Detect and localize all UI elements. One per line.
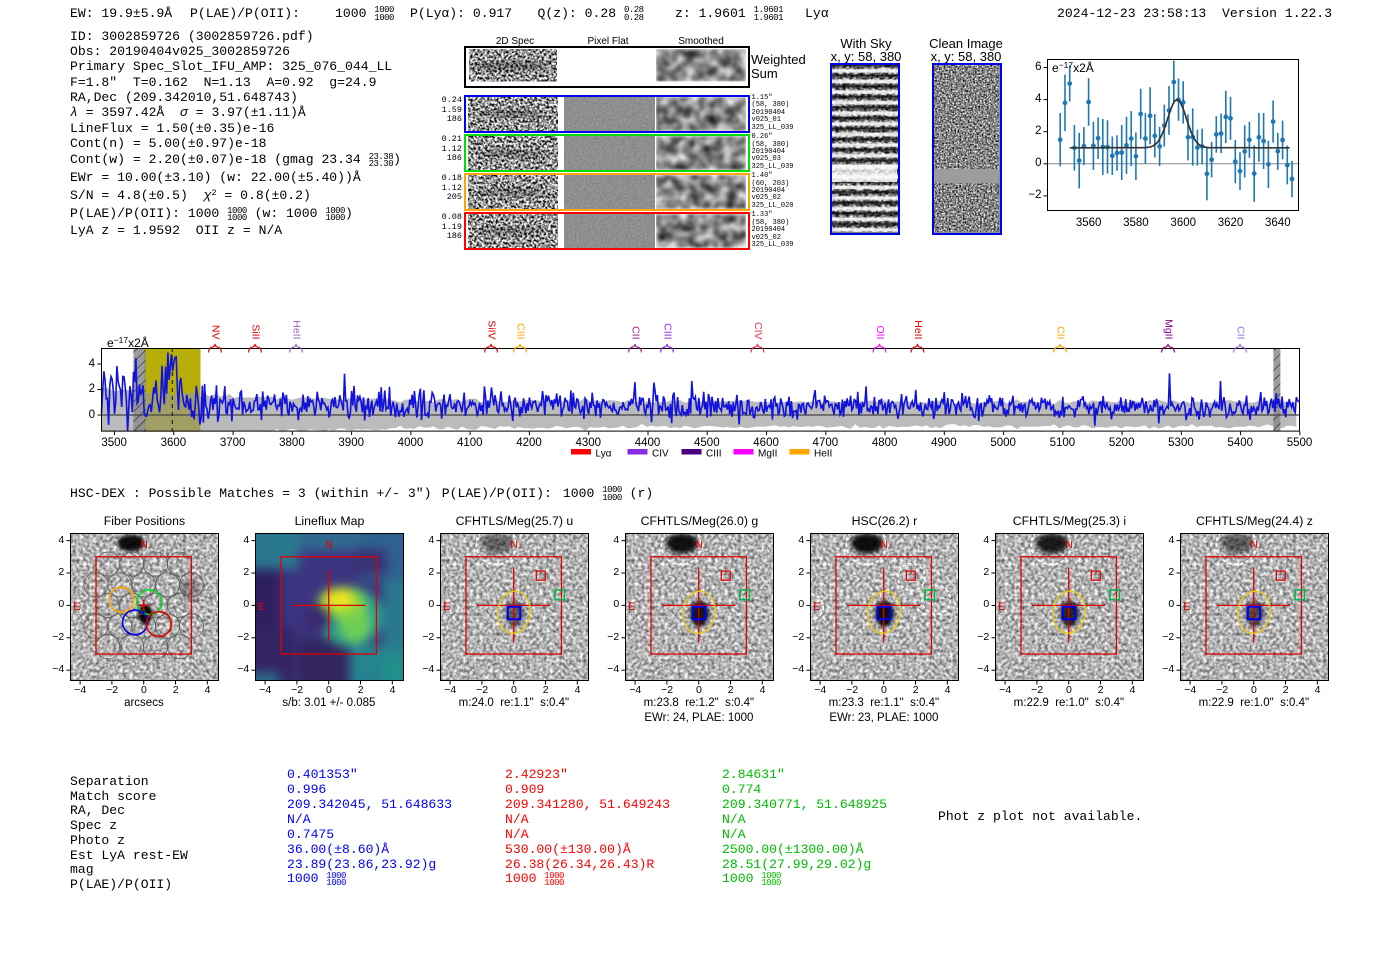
svg-text:E: E [1183,601,1190,613]
svg-text:E: E [258,601,265,613]
svg-text:SiII: SiII [250,324,262,339]
svg-text:N: N [1065,539,1073,551]
svg-text:N: N [695,539,703,551]
svg-text:SiIV: SiIV [486,320,498,339]
svg-text:E: E [73,601,80,613]
svg-text:N: N [140,539,148,551]
svg-text:E: E [998,601,1005,613]
svg-text:CII: CII [630,326,642,339]
svg-text:N: N [1250,539,1258,551]
svg-text:Lyα: Lyα [596,449,612,460]
svg-text:N: N [325,539,333,551]
svg-text:E: E [628,601,635,613]
svg-text:CIII: CIII [706,449,722,460]
svg-text:CII: CII [1055,326,1067,339]
svg-text:MgII: MgII [1163,319,1175,339]
svg-text:CIV: CIV [752,322,764,340]
svg-text:CIII: CIII [515,323,527,339]
svg-text:CIII: CIII [662,323,674,339]
svg-text:N: N [510,539,518,551]
svg-text:OII: OII [874,325,886,339]
svg-text:NV: NV [210,325,222,340]
svg-text:HeII: HeII [912,320,924,339]
svg-text:CII: CII [1235,326,1247,339]
svg-text:CIV: CIV [652,449,669,460]
svg-text:E: E [813,601,820,613]
svg-text:HeII: HeII [291,320,303,339]
svg-text:E: E [443,601,450,613]
svg-text:MgII: MgII [758,449,777,460]
svg-text:HeII: HeII [814,449,832,460]
svg-text:N: N [880,539,888,551]
